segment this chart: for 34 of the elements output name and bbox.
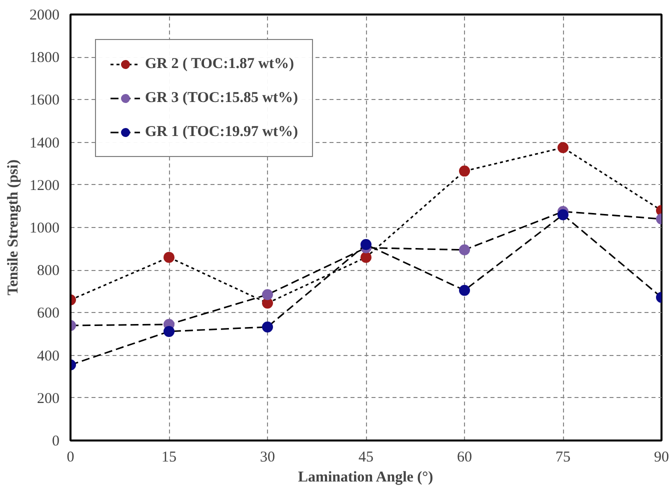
point — [360, 239, 372, 250]
y-tick-label: 1200 — [30, 178, 60, 194]
x-tick-label: 90 — [654, 450, 669, 466]
y-tick-label: 1600 — [30, 92, 60, 109]
legend-label: GR 2 ( TOC:1.87 wt%) — [145, 56, 294, 72]
x-tick-label: 15 — [162, 450, 176, 466]
legend-label: GR 1 (TOC:19.97 wt%) — [145, 124, 298, 140]
x-axis-title: Lamination Angle (°) — [298, 470, 434, 486]
x-tick-label: 30 — [260, 450, 275, 466]
legend-label: GR 3 (TOC:15.85 wt%) — [145, 90, 298, 106]
x-tick-label: 60 — [457, 450, 472, 466]
y-tick-label: 0 — [52, 434, 60, 450]
y-tick-label: 200 — [37, 390, 60, 407]
point — [262, 289, 273, 300]
y-tick-label: 800 — [37, 263, 60, 280]
y-tick-label: 1000 — [30, 220, 60, 236]
y-tick-label: 1800 — [30, 50, 60, 66]
x-tick-label: 75 — [556, 450, 570, 466]
y-tick-label: 600 — [37, 306, 60, 322]
point — [459, 284, 470, 296]
point — [360, 252, 372, 263]
point — [459, 244, 470, 256]
point — [262, 321, 273, 332]
x-tick-label: 0 — [66, 450, 74, 466]
point — [558, 142, 568, 154]
point — [164, 252, 174, 263]
y-tick-label: 2000 — [30, 8, 60, 24]
point — [459, 166, 470, 177]
y-tick-label: 1400 — [30, 135, 60, 152]
y-axis-title: Tensile Strength (psi) — [6, 160, 22, 296]
x-tick-label: 45 — [358, 450, 374, 466]
point — [558, 209, 568, 220]
point — [164, 326, 174, 337]
y-tick-label: 400 — [37, 348, 60, 364]
